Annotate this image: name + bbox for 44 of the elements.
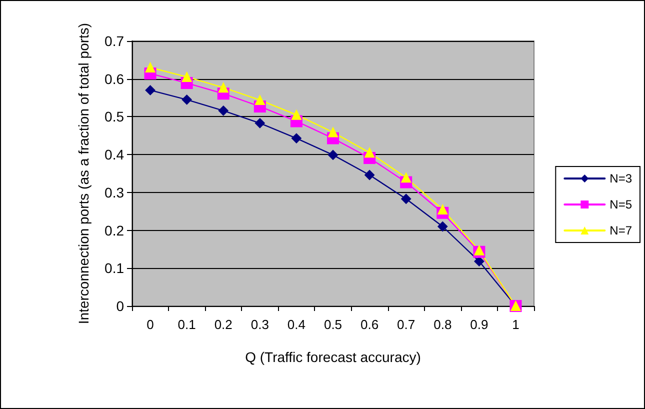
point: [182, 72, 192, 82]
point: [182, 94, 192, 105]
y-tick-label: 0: [116, 298, 124, 314]
point: [145, 62, 156, 72]
x-tick-label: 0.4: [287, 317, 306, 332]
point: [254, 95, 265, 106]
x-tick-label: 0.9: [470, 317, 488, 332]
y-tick-label: 0.2: [104, 222, 124, 238]
point: [474, 256, 484, 266]
point: [364, 148, 375, 158]
x-tick-label: 0.6: [360, 317, 379, 332]
point: [401, 172, 412, 183]
y-tick-label: 0.7: [104, 33, 124, 49]
x-tick-label: 0.8: [434, 317, 452, 332]
x-tick-label: 0.3: [250, 317, 269, 332]
x-axis-title: Q (Traffic forecast accuracy): [245, 349, 421, 365]
point: [328, 150, 338, 160]
x-tick-label: 0.7: [397, 317, 416, 332]
x-tick-label: 0.2: [214, 317, 232, 332]
point: [401, 194, 412, 204]
y-tick-label: 0.1: [104, 260, 124, 276]
point: [218, 82, 228, 93]
x-tick-label: 0: [146, 317, 154, 332]
point: [291, 133, 302, 144]
x-tick-label: 1: [512, 317, 520, 332]
point: [328, 127, 338, 138]
point: [291, 110, 302, 120]
point: [145, 85, 156, 96]
legend-label: N=3: [610, 172, 632, 186]
legend-label: N=7: [610, 224, 632, 238]
point: [254, 118, 265, 128]
x-tick-label: 0.5: [324, 317, 342, 332]
y-axis-title: Interconnection ports (as a fraction of total ports): [76, 22, 92, 324]
point: [218, 106, 228, 116]
y-tick-label: 0.4: [104, 146, 124, 163]
point: [364, 170, 375, 180]
point: [438, 222, 448, 232]
y-tick-label: 0.5: [104, 108, 124, 125]
x-tick-label: 0.1: [178, 317, 196, 332]
legend-label: N=5: [610, 198, 632, 212]
point: [438, 204, 448, 214]
y-tick-label: 0.6: [104, 70, 124, 87]
y-tick-label: 0.3: [104, 184, 124, 200]
point: [474, 245, 484, 256]
